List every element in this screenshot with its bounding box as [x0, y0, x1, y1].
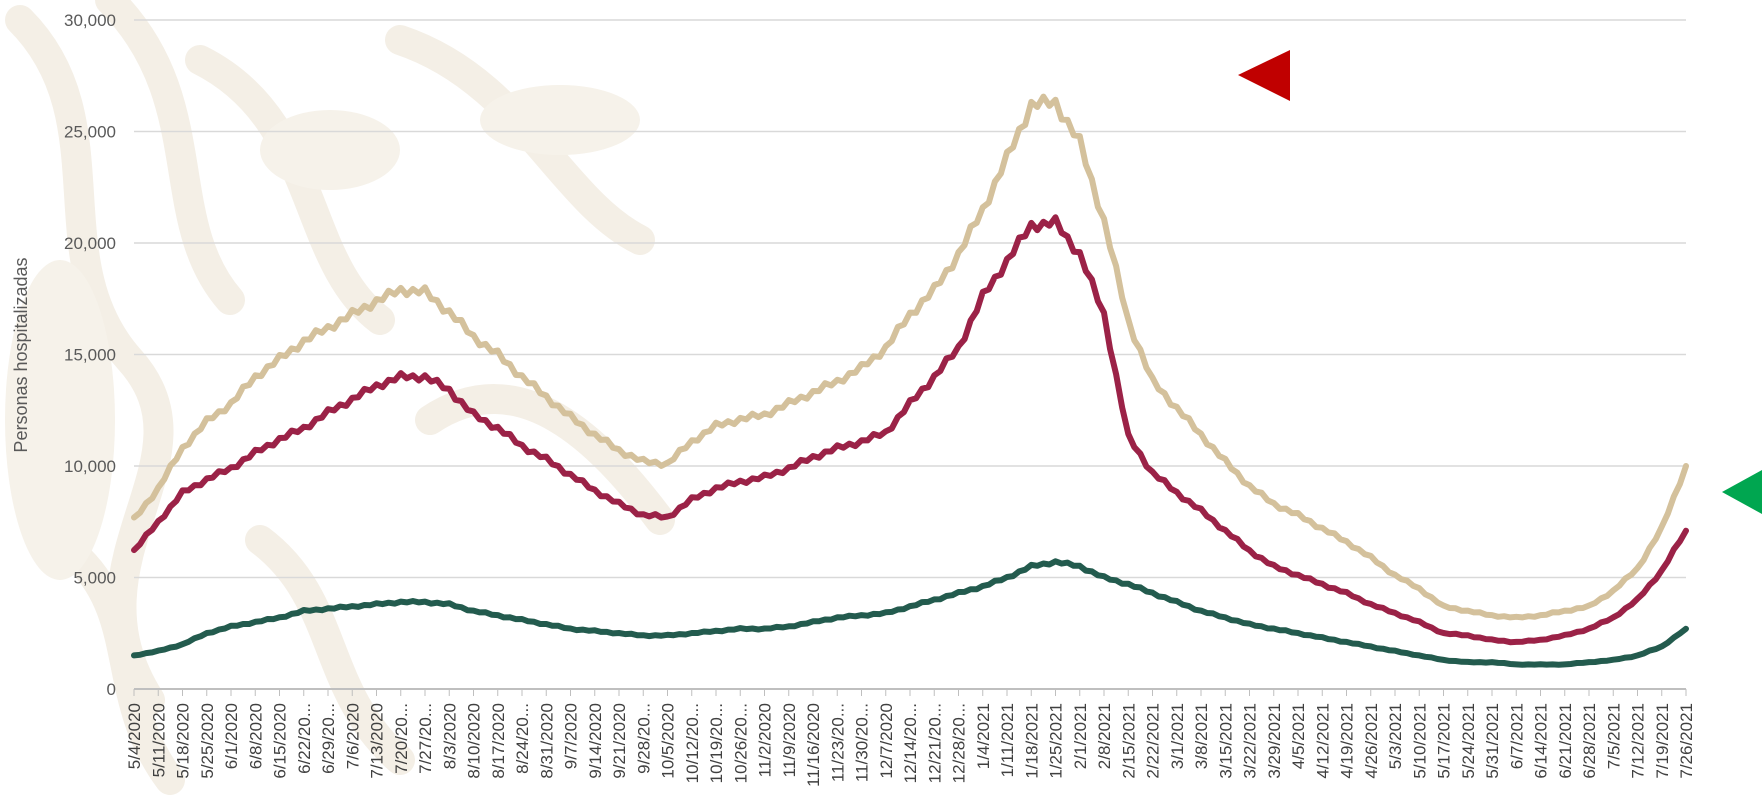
- y-tick-label: 30,000: [64, 11, 116, 30]
- x-tick-label: 2/8/2021: [1095, 703, 1114, 769]
- x-tick-label: 3/29/2021: [1265, 703, 1284, 779]
- y-axis-ticks: 0 5,000 10,000 15,000 20,000 25,000 30,000: [64, 11, 116, 699]
- x-tick-label: 10/19/20...: [707, 703, 726, 783]
- x-tick-label: 12/7/2020: [877, 703, 896, 779]
- x-tick-label: 5/25/2020: [198, 703, 217, 779]
- x-tick-label: 8/17/2020: [489, 703, 508, 779]
- x-tick-label: 5/3/2021: [1386, 703, 1405, 769]
- x-tick-label: 4/5/2021: [1289, 703, 1308, 769]
- x-tick-label: 11/16/2020: [804, 703, 823, 787]
- x-tick-label: 8/31/2020: [537, 703, 556, 779]
- x-tick-label: 8/24/20...: [513, 703, 532, 774]
- x-tick-label: 12/21/20...: [925, 703, 944, 783]
- x-tick-label: 1/11/2021: [998, 703, 1017, 777]
- x-tick-label: 3/1/2021: [1168, 703, 1187, 769]
- x-tick-label: 2/15/2021: [1119, 703, 1138, 779]
- x-tick-label: 9/28/20...: [634, 703, 653, 774]
- series-line-1: [131, 93, 1689, 621]
- x-tick-label: 10/5/2020: [659, 703, 678, 779]
- x-axis-ticks: 5/4/2020 5/11/2020 5/18/2020 5/25/2020 6/1/2…: [125, 689, 1696, 787]
- series-line-2: [131, 214, 1689, 646]
- x-tick-label: 12/28/20...: [950, 703, 969, 783]
- x-tick-label: 5/10/2021: [1410, 703, 1429, 779]
- x-tick-label: 9/14/2020: [586, 703, 605, 779]
- grid-lines: [134, 19, 1686, 690]
- x-tick-label: 11/30/20...: [853, 703, 872, 782]
- x-tick-label: 7/12/2021: [1629, 703, 1648, 779]
- x-tick-label: 7/20/20...: [392, 703, 411, 774]
- x-tick-label: 4/12/2021: [1313, 703, 1332, 779]
- x-tick-label: 1/4/2021: [974, 703, 993, 769]
- x-tick-label: 3/8/2021: [1192, 703, 1211, 769]
- x-tick-label: 12/14/20...: [901, 703, 920, 783]
- red-triangle-marker: [1238, 50, 1290, 101]
- x-tick-label: 3/22/2021: [1241, 703, 1260, 779]
- series-line-3: [131, 558, 1689, 668]
- x-tick-label: 6/21/2021: [1556, 703, 1575, 779]
- y-tick-label: 20,000: [64, 234, 116, 253]
- x-tick-label: 4/19/2021: [1338, 703, 1357, 779]
- x-tick-label: 11/9/2020: [780, 703, 799, 777]
- x-tick-label: 1/25/2021: [1047, 703, 1066, 779]
- x-tick-label: 7/6/2020: [343, 703, 362, 769]
- x-tick-label: 9/21/2020: [610, 703, 629, 779]
- green-triangle-marker: [1722, 470, 1762, 514]
- x-tick-label: 6/14/2021: [1532, 703, 1551, 779]
- x-tick-label: 3/15/2021: [1216, 703, 1235, 779]
- x-tick-label: 7/19/2021: [1653, 703, 1672, 779]
- x-tick-label: 5/11/2020: [149, 703, 168, 777]
- x-tick-label: 7/27/20...: [416, 703, 435, 774]
- x-tick-label: 6/28/2021: [1580, 703, 1599, 779]
- x-tick-label: 7/5/2021: [1604, 703, 1623, 769]
- x-tick-label: 10/12/20...: [683, 703, 702, 783]
- x-tick-label: 11/2/2020: [756, 703, 775, 777]
- x-tick-label: 6/1/2020: [222, 703, 241, 769]
- x-tick-label: 10/26/20...: [731, 703, 750, 783]
- x-tick-label: 1/18/2021: [1022, 703, 1041, 779]
- x-tick-label: 6/7/2021: [1507, 703, 1526, 769]
- x-tick-label: 6/22/20...: [295, 703, 314, 774]
- x-tick-label: 4/26/2021: [1362, 703, 1381, 779]
- x-tick-label: 2/22/2021: [1144, 703, 1163, 779]
- x-tick-label: 2/1/2021: [1071, 703, 1090, 769]
- x-tick-label: 8/10/2020: [465, 703, 484, 779]
- x-tick-label: 5/4/2020: [125, 703, 144, 769]
- x-tick-label: 6/15/2020: [271, 703, 290, 779]
- x-tick-label: 5/18/2020: [174, 703, 193, 779]
- x-tick-label: 11/23/20...: [828, 703, 847, 782]
- x-tick-label: 5/31/2021: [1483, 703, 1502, 779]
- x-tick-label: 5/24/2021: [1459, 703, 1478, 779]
- x-tick-label: 6/29/20...: [319, 703, 338, 774]
- x-tick-label: 8/3/2020: [440, 703, 459, 769]
- y-tick-label: 15,000: [64, 346, 116, 365]
- y-tick-label: 25,000: [64, 123, 116, 142]
- x-tick-label: 6/8/2020: [246, 703, 265, 769]
- y-tick-label: 5,000: [73, 569, 116, 588]
- x-tick-label: 7/26/2021: [1677, 703, 1696, 779]
- y-tick-label: 10,000: [64, 457, 116, 476]
- x-tick-label: 9/7/2020: [562, 703, 581, 769]
- y-tick-label: 0: [107, 680, 116, 699]
- x-tick-label: 5/17/2021: [1435, 703, 1454, 779]
- series-lines: [131, 93, 1689, 668]
- y-axis-label: Personas hospitalizadas: [11, 257, 31, 452]
- x-tick-label: 7/13/2020: [368, 703, 387, 779]
